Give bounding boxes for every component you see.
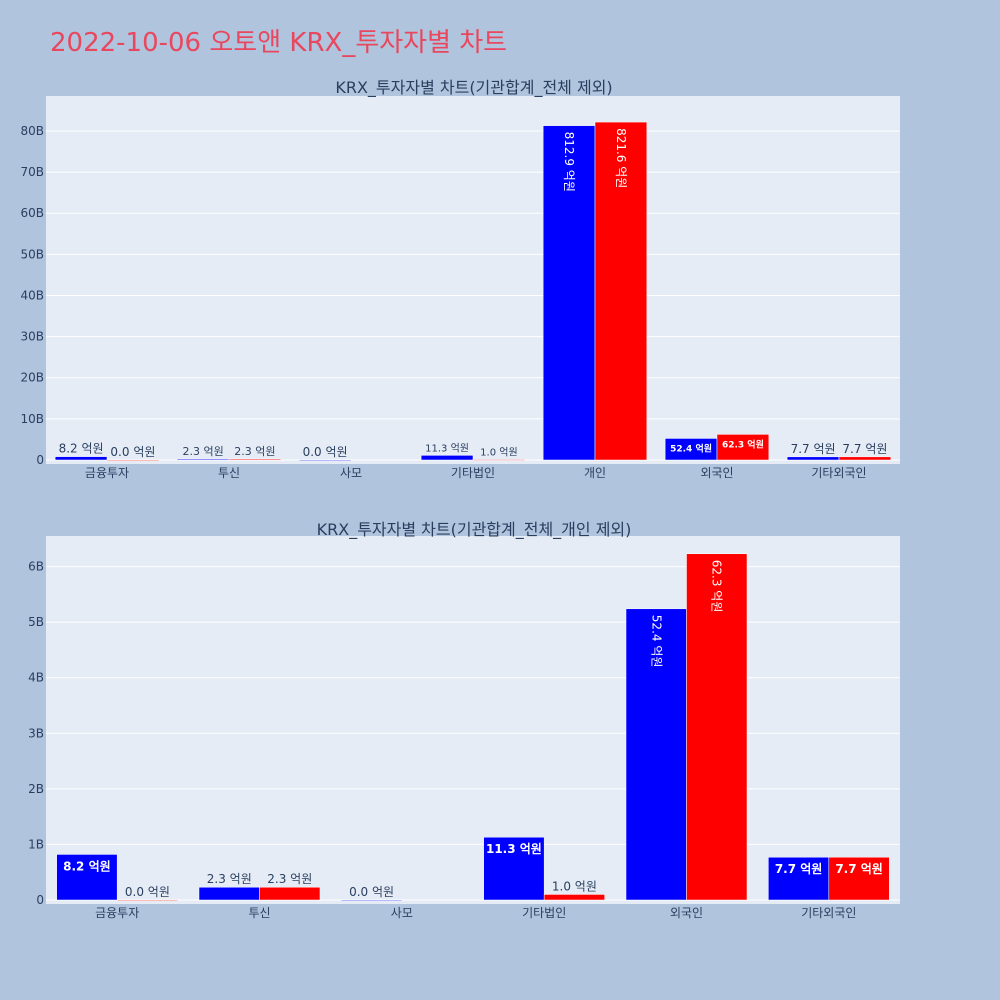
data-label: 7.7 억원 (842, 442, 887, 456)
x-tick-label: 외국인 (700, 466, 733, 480)
data-label: 52.4 억원 (670, 442, 712, 454)
y-tick-label: 6B (28, 560, 44, 574)
y-tick-label: 0 (36, 893, 44, 907)
y-tick-label: 40B (20, 288, 44, 302)
bar (341, 899, 403, 902)
bar (716, 434, 770, 461)
y-tick-label: 10B (20, 412, 44, 426)
x-tick-label: 사모 (340, 466, 362, 480)
data-label: 8.2 억원 (59, 442, 104, 456)
y-tick-label: 20B (20, 371, 44, 385)
y-tick-label: 70B (20, 165, 44, 179)
page-title: 2022-10-06 오토앤 KRX_투자자별 차트 (50, 28, 508, 58)
bar (420, 455, 474, 461)
bar (542, 125, 596, 461)
y-tick-label: 2B (28, 782, 44, 796)
bar (625, 608, 687, 901)
data-label: 2.3 억원 (207, 872, 252, 886)
data-label: 2.3 억원 (182, 445, 223, 458)
data-label: 62.3 억원 (722, 438, 764, 450)
data-label: 7.7 억원 (835, 862, 883, 876)
chart-title: KRX_투자자별 차트(기관합계_전체 제외) (335, 78, 612, 98)
bar (543, 894, 605, 901)
y-tick-label: 0 (36, 453, 44, 467)
data-label: 0.0 억원 (125, 885, 170, 899)
data-label: 7.7 억원 (775, 862, 823, 876)
bar (472, 459, 526, 461)
bar (686, 553, 748, 901)
y-tick-label: 1B (28, 837, 44, 851)
x-tick-label: 기타외국인 (801, 906, 856, 920)
x-tick-label: 기타외국인 (811, 466, 866, 480)
chart-title: KRX_투자자별 차트(기관합계_전체_개인 제외) (317, 520, 632, 540)
data-label: 0.0 억원 (110, 445, 155, 459)
bar (198, 886, 260, 901)
y-tick-label: 60B (20, 206, 44, 220)
x-tick-label: 투신 (218, 466, 240, 480)
bar (768, 856, 830, 901)
data-label: 812.9 억원 (562, 132, 576, 192)
data-label: 2.3 억원 (267, 872, 312, 886)
x-tick-label: 금융투자 (85, 466, 129, 480)
bar (54, 456, 108, 461)
data-label: 2.3 억원 (234, 445, 275, 458)
x-tick-label: 투신 (248, 906, 270, 920)
x-tick-label: 사모 (391, 906, 413, 920)
bar (838, 456, 892, 461)
y-tick-label: 50B (20, 247, 44, 261)
x-tick-label: 금융투자 (95, 906, 139, 920)
bar (228, 458, 282, 461)
y-tick-label: 3B (28, 726, 44, 740)
data-label: 8.2 억원 (63, 859, 111, 873)
bar (483, 836, 545, 901)
x-tick-label: 외국인 (670, 906, 703, 920)
x-tick-label: 개인 (584, 466, 606, 480)
data-label: 62.3 억원 (710, 560, 724, 613)
bar (298, 459, 352, 462)
y-tick-label: 80B (20, 124, 44, 138)
data-label: 0.0 억원 (349, 885, 394, 899)
bar (106, 459, 160, 462)
data-label: 11.3 억원 (486, 842, 542, 856)
x-tick-label: 기타법인 (451, 466, 495, 480)
data-label: 0.0 억원 (303, 445, 348, 459)
y-tick-label: 4B (28, 671, 44, 685)
chart-2: 0 1B 2B 3B 4B 5B 6B KRX_투자자별 차트(기관합계_전체_개인 제외) 금… (28, 520, 900, 920)
data-label: 7.7 억원 (791, 442, 836, 456)
bar (828, 856, 890, 901)
bar (116, 899, 178, 902)
bar (56, 854, 118, 901)
data-label: 821.6 억원 (614, 128, 628, 188)
plot-area (46, 96, 900, 464)
data-label: 1.0 억원 (552, 879, 597, 893)
plot-area (46, 536, 900, 904)
y-tick-label: 5B (28, 615, 44, 629)
data-label: 1.0 억원 (480, 447, 517, 459)
x-tick-label: 기타법인 (522, 906, 566, 920)
chart-1: 0 10B 20B 30B 40B 50B 60B 70B 80B KRX_투자자별 차트(기관합… (20, 78, 900, 480)
bar (594, 121, 648, 461)
y-tick-label: 30B (20, 330, 44, 344)
data-label: 52.4 억원 (649, 615, 663, 668)
data-label: 11.3 억원 (425, 442, 469, 454)
bar (259, 886, 321, 901)
bar (176, 458, 230, 461)
bar (786, 456, 840, 461)
